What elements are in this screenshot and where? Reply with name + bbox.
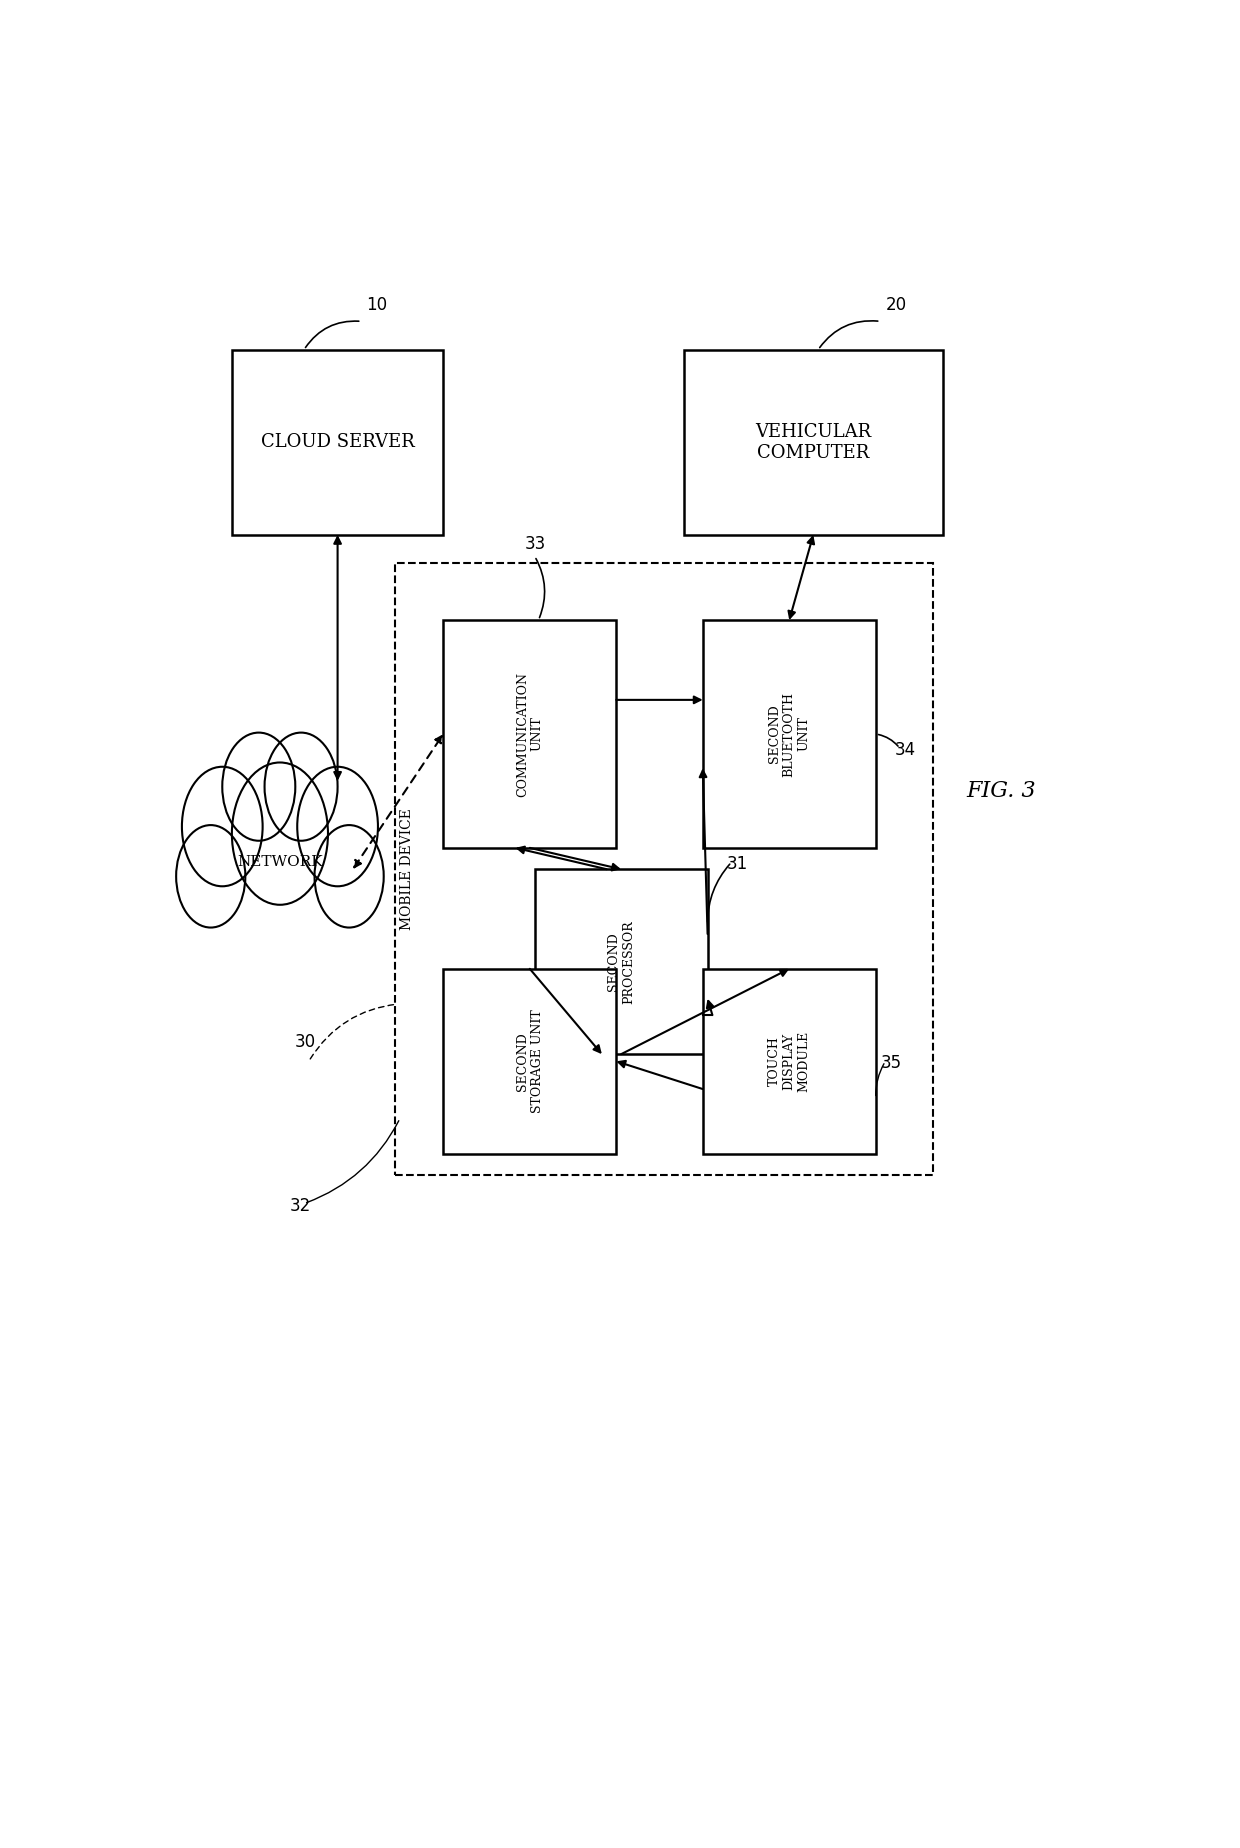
FancyBboxPatch shape (205, 852, 355, 937)
Text: TOUCH
DISPLAY
MODULE: TOUCH DISPLAY MODULE (768, 1031, 811, 1092)
Circle shape (298, 767, 378, 887)
FancyBboxPatch shape (703, 968, 875, 1153)
Text: NETWORK: NETWORK (237, 856, 322, 869)
FancyBboxPatch shape (683, 349, 944, 534)
Text: COMMUNICATION
UNIT: COMMUNICATION UNIT (516, 671, 544, 796)
Text: SECOND
PROCESSOR: SECOND PROCESSOR (608, 920, 635, 1003)
Circle shape (182, 767, 263, 887)
Text: 30: 30 (294, 1033, 315, 1052)
FancyBboxPatch shape (534, 869, 708, 1053)
Text: 34: 34 (895, 741, 916, 760)
Text: 32: 32 (290, 1198, 311, 1214)
Circle shape (315, 824, 383, 928)
Text: SECOND
STORAGE UNIT: SECOND STORAGE UNIT (516, 1009, 544, 1112)
Text: 33: 33 (525, 536, 547, 553)
FancyBboxPatch shape (232, 349, 444, 534)
Circle shape (264, 732, 337, 841)
FancyBboxPatch shape (703, 621, 875, 848)
Text: 20: 20 (885, 296, 906, 314)
Text: 10: 10 (367, 296, 388, 314)
Text: 31: 31 (727, 856, 748, 874)
Circle shape (222, 732, 295, 841)
Text: FIG. 3: FIG. 3 (966, 780, 1035, 802)
Circle shape (176, 824, 246, 928)
Text: MOBILE DEVICE: MOBILE DEVICE (399, 808, 414, 930)
Text: 35: 35 (880, 1055, 901, 1072)
Text: VEHICULAR
COMPUTER: VEHICULAR COMPUTER (755, 423, 872, 462)
FancyBboxPatch shape (210, 784, 350, 937)
FancyBboxPatch shape (444, 621, 616, 848)
FancyBboxPatch shape (444, 968, 616, 1153)
FancyBboxPatch shape (396, 564, 934, 1175)
Text: SECOND
BLUETOOTH
UNIT: SECOND BLUETOOTH UNIT (768, 691, 811, 776)
Text: CLOUD SERVER: CLOUD SERVER (260, 432, 414, 451)
Circle shape (232, 763, 327, 906)
